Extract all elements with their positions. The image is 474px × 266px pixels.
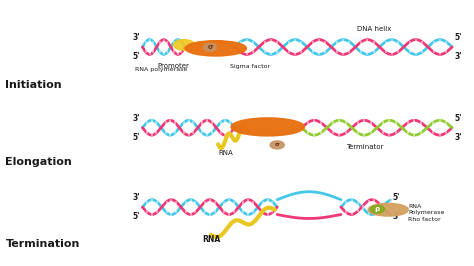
Text: Initiation: Initiation	[5, 80, 62, 90]
Text: 5': 5'	[393, 193, 401, 202]
Ellipse shape	[185, 41, 246, 56]
Ellipse shape	[203, 43, 217, 51]
Ellipse shape	[270, 141, 284, 149]
Text: RNA
Polymerase: RNA Polymerase	[408, 204, 445, 215]
Text: Promoter: Promoter	[157, 63, 189, 69]
Text: Rho factor: Rho factor	[408, 217, 441, 222]
Text: RNA: RNA	[202, 235, 220, 244]
Text: Terminator: Terminator	[346, 144, 383, 149]
Text: 5': 5'	[455, 114, 462, 123]
Ellipse shape	[370, 205, 384, 213]
Text: 3': 3'	[133, 193, 140, 202]
Text: 3': 3'	[455, 133, 462, 142]
Text: Termination: Termination	[5, 239, 80, 249]
Text: RNA polymerase: RNA polymerase	[135, 67, 188, 72]
Text: 3': 3'	[133, 33, 140, 42]
Ellipse shape	[173, 40, 195, 50]
Ellipse shape	[231, 118, 304, 136]
Text: σ: σ	[207, 44, 213, 50]
Ellipse shape	[368, 203, 408, 216]
Text: 3': 3'	[133, 114, 140, 123]
Text: 3': 3'	[455, 52, 462, 61]
Text: 5': 5'	[133, 52, 140, 61]
Text: 5': 5'	[133, 133, 140, 142]
Text: RNA: RNA	[219, 150, 234, 156]
Text: Elongation: Elongation	[5, 157, 72, 167]
Text: σ: σ	[275, 142, 280, 147]
Text: 3': 3'	[393, 212, 401, 221]
Text: 5': 5'	[455, 33, 462, 42]
Text: Sigma factor: Sigma factor	[230, 64, 270, 69]
Text: ρ: ρ	[375, 206, 380, 212]
Text: DNA helix: DNA helix	[357, 26, 391, 32]
Text: 5': 5'	[133, 212, 140, 221]
